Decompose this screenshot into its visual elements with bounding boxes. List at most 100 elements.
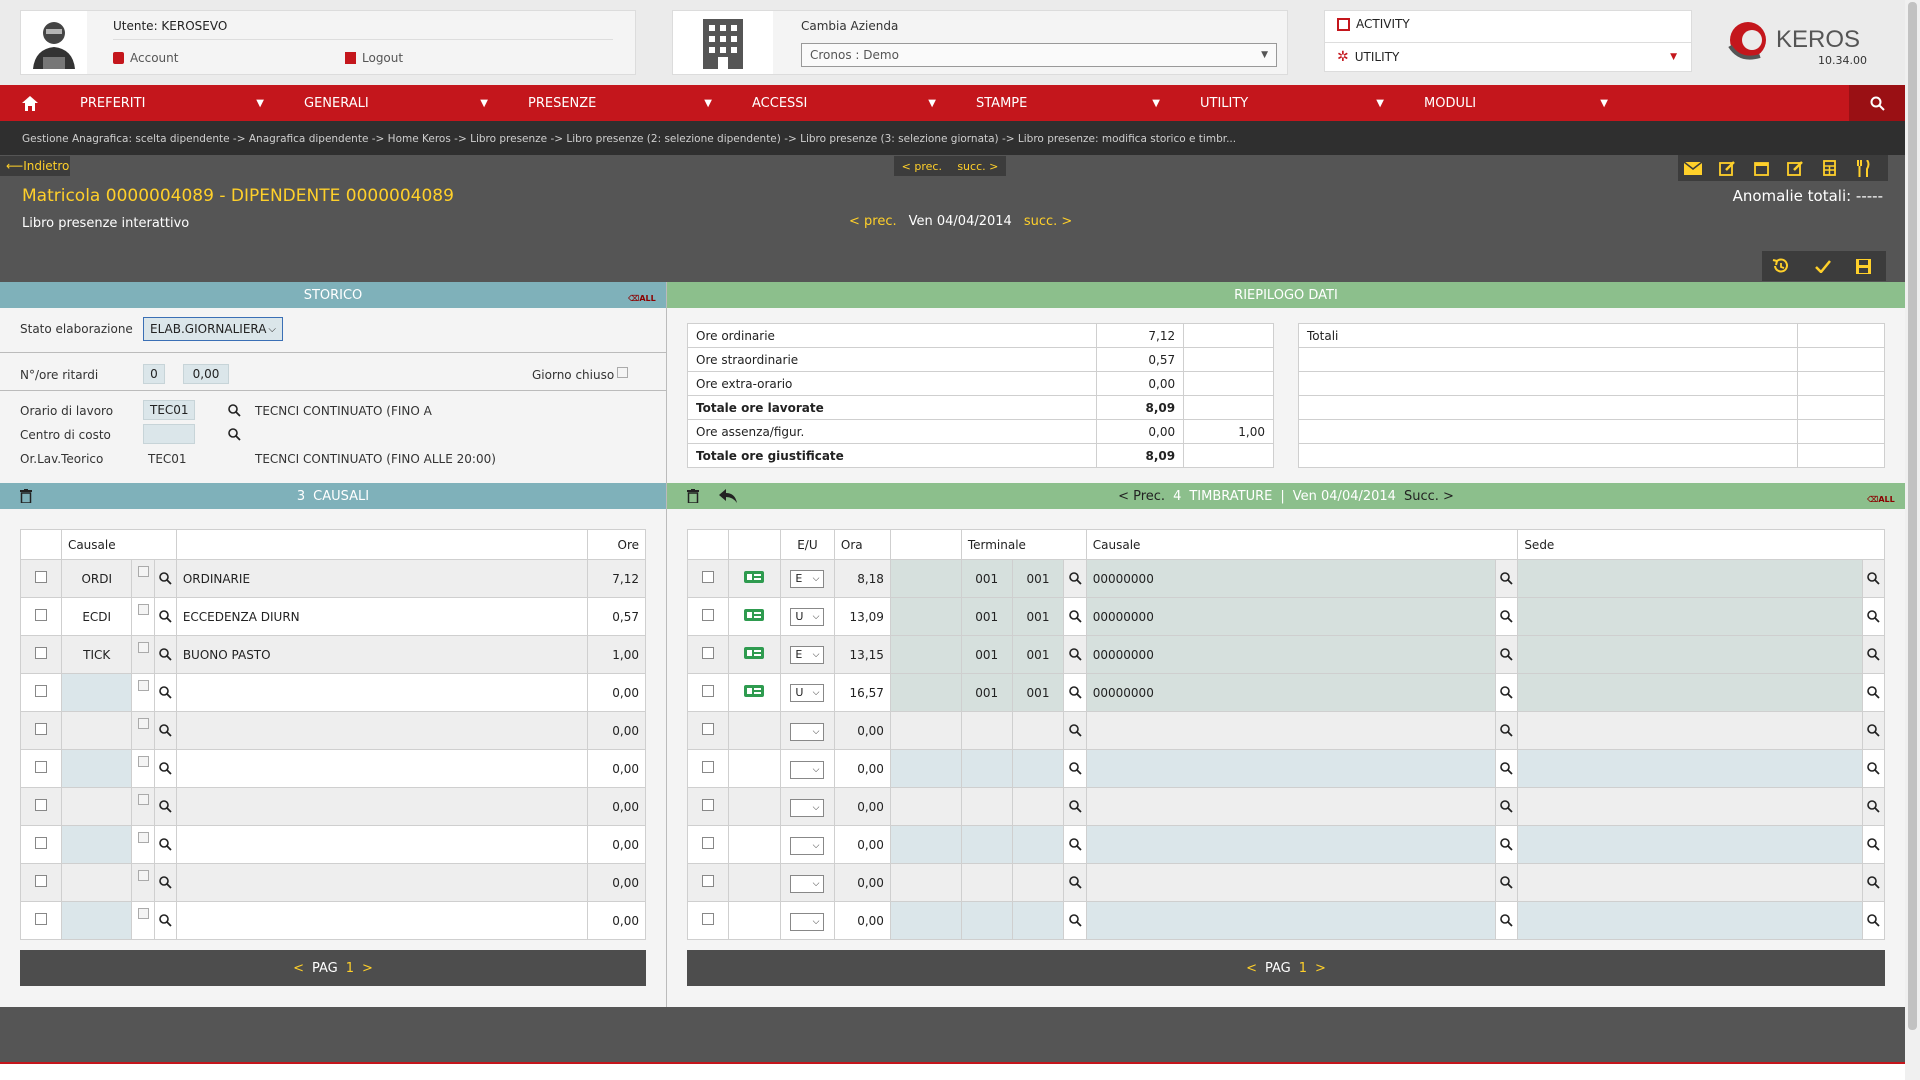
- row-checkbox[interactable]: [34, 571, 47, 583]
- timbrature-prev-link[interactable]: < Prec.: [1118, 488, 1166, 504]
- row-flag-checkbox[interactable]: [137, 908, 149, 919]
- search-icon[interactable]: [158, 648, 172, 661]
- prev-small-link[interactable]: < prec.: [901, 159, 942, 173]
- menu-preferiti[interactable]: PREFERITI ▼: [60, 85, 284, 121]
- row-checkbox[interactable]: [34, 685, 47, 697]
- reply-arrow-icon[interactable]: [719, 489, 737, 503]
- search-icon[interactable]: [1500, 648, 1513, 661]
- search-icon[interactable]: [1500, 838, 1513, 851]
- search-icon[interactable]: [1068, 914, 1082, 927]
- search-icon[interactable]: [1500, 914, 1513, 927]
- row-checkbox[interactable]: [34, 647, 47, 659]
- row-checkbox[interactable]: [34, 609, 47, 621]
- search-icon[interactable]: [1500, 876, 1513, 889]
- row-checkbox[interactable]: [34, 761, 47, 773]
- ritardi-hours-input[interactable]: 0,00: [183, 364, 229, 384]
- row-checkbox[interactable]: [701, 647, 714, 659]
- search-icon[interactable]: [158, 876, 172, 889]
- eu-select[interactable]: E ⌵: [790, 645, 825, 664]
- terminale-2[interactable]: [1011, 863, 1065, 902]
- timbratura-causale[interactable]: [1085, 787, 1497, 826]
- trash-icon[interactable]: [20, 489, 32, 503]
- row-checkbox[interactable]: [701, 571, 714, 583]
- timbratura-causale[interactable]: [1085, 901, 1497, 940]
- eu-select[interactable]: U ⌵: [790, 607, 825, 626]
- search-icon[interactable]: [158, 572, 172, 585]
- table-row[interactable]: ⌵ 0,00: [687, 901, 1886, 940]
- causale-code[interactable]: TICK: [60, 635, 133, 674]
- search-icon[interactable]: [1068, 648, 1082, 661]
- ora-value[interactable]: 0,00: [833, 749, 891, 788]
- table-row[interactable]: ORDI ORDINARIE 7,12: [20, 559, 646, 598]
- search-icon[interactable]: [1867, 762, 1880, 775]
- timbratura-causale[interactable]: [1085, 711, 1497, 750]
- search-icon[interactable]: [1068, 686, 1082, 699]
- save-button[interactable]: [1848, 253, 1878, 279]
- search-icon[interactable]: [158, 610, 172, 623]
- search-icon[interactable]: [1068, 762, 1082, 775]
- row-checkbox[interactable]: [701, 799, 714, 811]
- search-icon[interactable]: [1867, 800, 1880, 813]
- ora-value[interactable]: 0,00: [833, 901, 891, 940]
- utility-dropdown[interactable]: ✲ UTILITY ▼: [1337, 49, 1677, 65]
- pager-prev-button[interactable]: <: [293, 960, 304, 976]
- timbratura-causale[interactable]: 00000000: [1085, 673, 1497, 712]
- table-row[interactable]: 0,00: [20, 863, 646, 902]
- sede-value[interactable]: [1517, 787, 1863, 826]
- terminale-1[interactable]: [960, 749, 1013, 788]
- terminale-1[interactable]: [960, 825, 1013, 864]
- table-row[interactable]: 0,00: [20, 787, 646, 826]
- terminale-1[interactable]: [960, 901, 1013, 940]
- ora-value[interactable]: 0,00: [833, 825, 891, 864]
- timbratura-causale[interactable]: [1085, 749, 1497, 788]
- badge-card-icon[interactable]: [744, 685, 765, 697]
- search-icon[interactable]: [1068, 838, 1082, 851]
- table-row[interactable]: E ⌵ 13,15 001 001 00000000: [687, 635, 1886, 674]
- row-flag-checkbox[interactable]: [137, 794, 149, 805]
- table-row[interactable]: ⌵ 0,00: [687, 749, 1886, 788]
- ora-value[interactable]: 0,00: [833, 787, 891, 826]
- terminale-2[interactable]: 001: [1011, 635, 1065, 674]
- activity-link[interactable]: ACTIVITY: [1337, 17, 1410, 31]
- sede-value[interactable]: [1517, 863, 1863, 902]
- timbratura-causale[interactable]: 00000000: [1085, 597, 1497, 636]
- sede-value[interactable]: [1517, 825, 1863, 864]
- ora-value[interactable]: 13,15: [833, 635, 891, 674]
- search-icon[interactable]: [228, 428, 241, 441]
- back-button[interactable]: ⟵ Indietro: [0, 156, 70, 176]
- prev-day-link[interactable]: < prec.: [849, 214, 897, 229]
- terminale-2[interactable]: [1011, 901, 1065, 940]
- row-checkbox[interactable]: [701, 685, 714, 697]
- causale-ore[interactable]: 0,00: [587, 711, 646, 750]
- trash-all-icon[interactable]: ⌫ALL: [628, 294, 656, 303]
- search-icon[interactable]: [1500, 762, 1513, 775]
- row-checkbox[interactable]: [34, 723, 47, 735]
- row-flag-checkbox[interactable]: [137, 604, 149, 615]
- meal-button[interactable]: [1848, 155, 1878, 181]
- causale-ore[interactable]: 0,57: [587, 597, 646, 636]
- search-icon[interactable]: [1068, 610, 1082, 623]
- giorno-chiuso-checkbox[interactable]: [617, 367, 628, 378]
- terminale-1[interactable]: 001: [960, 673, 1013, 712]
- terminale-2[interactable]: [1011, 749, 1065, 788]
- table-row[interactable]: ⌵ 0,00: [687, 825, 1886, 864]
- table-row[interactable]: TICK BUONO PASTO 1,00: [20, 635, 646, 674]
- table-row[interactable]: 0,00: [20, 711, 646, 750]
- table-row[interactable]: ECDI ECCEDENZA DIURN 0,57: [20, 597, 646, 636]
- menu-utility[interactable]: UTILITY ▼: [1180, 85, 1404, 121]
- timbratura-causale[interactable]: [1085, 825, 1497, 864]
- causale-ore[interactable]: 1,00: [587, 635, 646, 674]
- causale-code[interactable]: [60, 901, 133, 940]
- table-row[interactable]: 0,00: [20, 825, 646, 864]
- search-icon[interactable]: [1867, 686, 1880, 699]
- scrollbar-thumb[interactable]: [1908, 2, 1917, 1030]
- search-icon[interactable]: [1867, 838, 1880, 851]
- search-icon[interactable]: [158, 686, 172, 699]
- ora-value[interactable]: 13,09: [833, 597, 891, 636]
- row-flag-checkbox[interactable]: [137, 832, 149, 843]
- search-icon[interactable]: [1068, 724, 1082, 737]
- timbratura-causale[interactable]: [1085, 863, 1497, 902]
- menu-moduli[interactable]: MODULI ▼: [1404, 85, 1628, 121]
- causale-ore[interactable]: 0,00: [587, 787, 646, 826]
- terminale-1[interactable]: 001: [960, 635, 1013, 674]
